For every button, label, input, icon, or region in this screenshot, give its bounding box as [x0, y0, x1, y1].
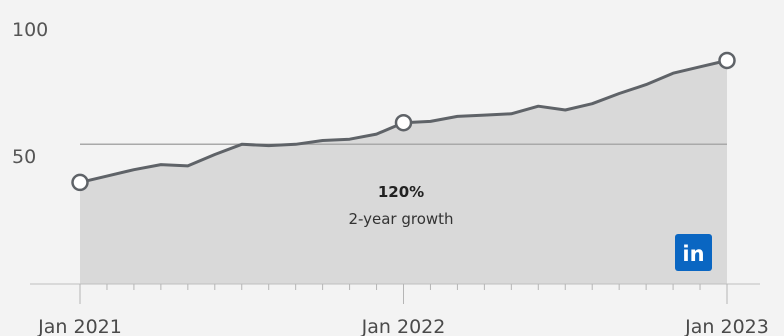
y-axis-labels: 100 50	[12, 19, 48, 168]
y-tick-label: 50	[12, 146, 36, 168]
growth-label: 2-year growth	[348, 210, 453, 228]
x-tick-label: Jan 2022	[361, 316, 446, 336]
linkedin-logo-text: in	[682, 242, 704, 266]
linkedin-logo-icon[interactable]: in	[675, 234, 712, 271]
highlight-point	[394, 113, 413, 132]
y-tick-label: 100	[12, 19, 48, 41]
highlighted-markers	[71, 51, 736, 192]
x-tick-label: Jan 2023	[684, 316, 769, 336]
area-fill	[80, 60, 727, 284]
x-tick-label: Jan 2021	[37, 316, 122, 336]
growth-value: 120%	[378, 183, 424, 201]
x-axis-minor-ticks	[79, 284, 728, 304]
highlight-point	[718, 51, 736, 70]
x-axis-labels: Jan 2021 Jan 2022 Jan 2023	[37, 316, 769, 336]
highlight-point	[71, 173, 89, 192]
